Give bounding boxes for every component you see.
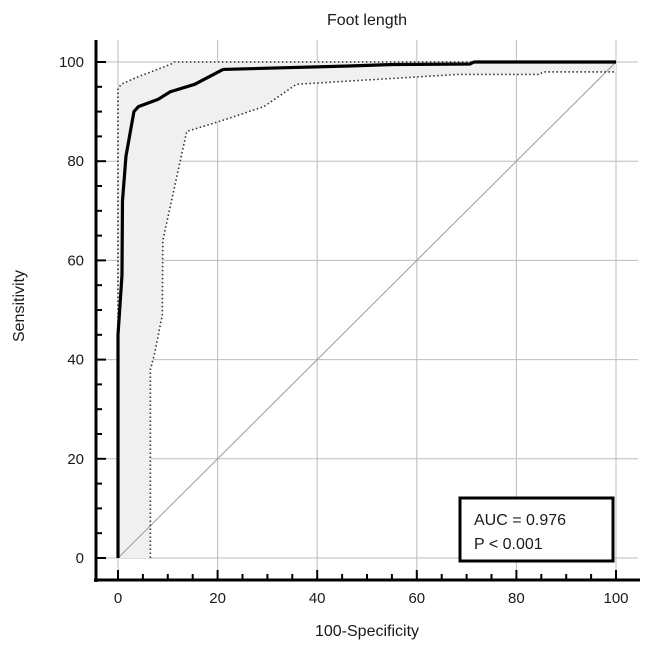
x-axis-ticks: 0 20 40 60 80 100 (114, 570, 629, 607)
x-tick-label-0: 0 (114, 590, 122, 607)
y-axis-title: Sensitivity (11, 270, 28, 342)
x-axis-title: 100-Specificity (315, 623, 419, 640)
reference-line (117, 61, 617, 559)
chart-title: Foot length (327, 12, 407, 29)
x-tick-label-2: 40 (309, 590, 326, 607)
series-layer (116, 60, 617, 559)
y-tick-label-0: 0 (76, 550, 84, 567)
y-tick-label-1: 20 (67, 451, 84, 468)
auc-box-frame (458, 496, 615, 563)
auc-annotation-box: AUC = 0.976 P < 0.001 (458, 496, 615, 563)
ci-upper-line (117, 61, 616, 558)
x-tick-label-3: 60 (408, 590, 425, 607)
p-value-text: P < 0.001 (474, 536, 543, 553)
x-tick-label-4: 80 (508, 590, 525, 607)
y-tick-label-2: 40 (67, 352, 84, 369)
confidence-band (118, 62, 616, 558)
ci-lower-line (149, 71, 616, 558)
roc-line (116, 60, 616, 558)
x-tick-label-5: 100 (603, 590, 628, 607)
y-tick-label-5: 100 (59, 54, 84, 71)
auc-value-text: AUC = 0.976 (474, 512, 566, 529)
y-tick-label-3: 60 (67, 252, 84, 269)
y-tick-label-4: 80 (67, 153, 84, 170)
x-tick-label-1: 20 (209, 590, 226, 607)
y-axis-ticks: 0 20 40 60 80 100 (59, 54, 106, 567)
